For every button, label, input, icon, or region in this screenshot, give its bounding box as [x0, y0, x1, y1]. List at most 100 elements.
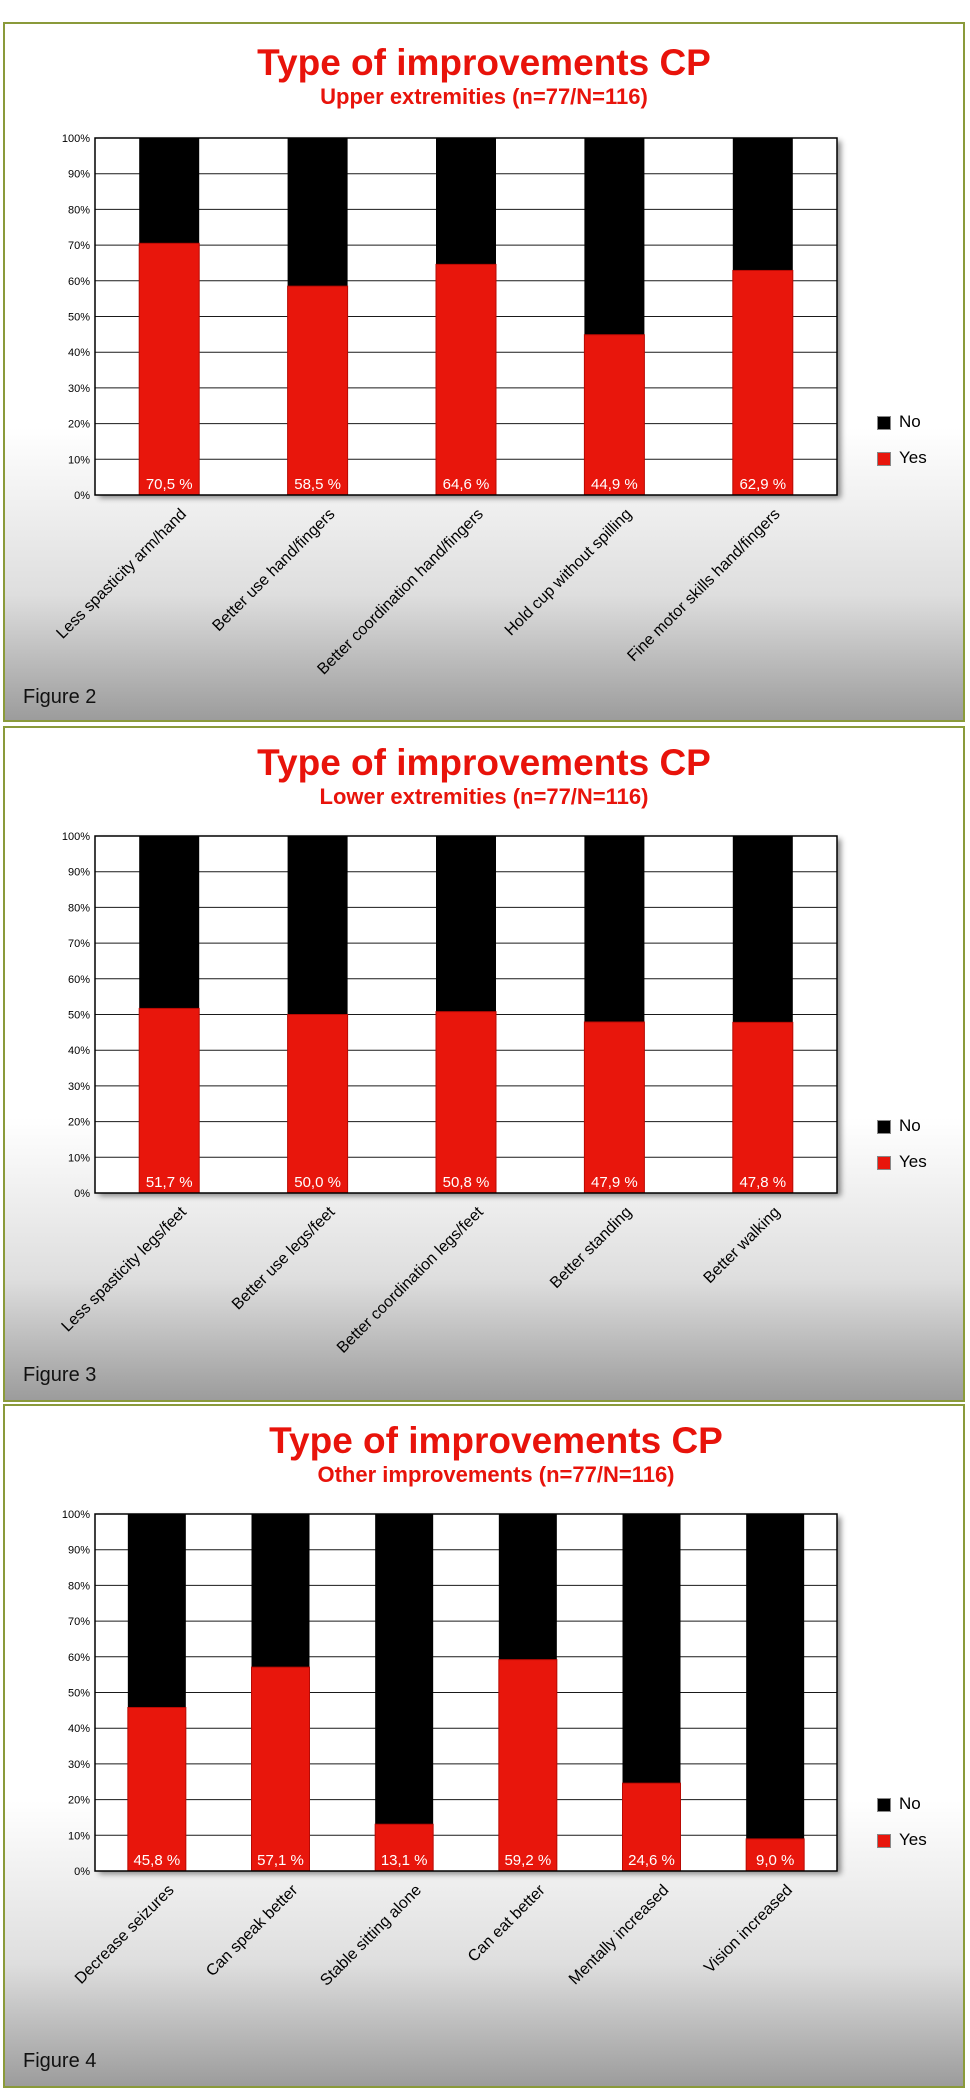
- chart-subtitle: Lower extremities (n=77/N=116): [319, 784, 649, 809]
- legend-swatch-yes: [877, 1834, 891, 1848]
- y-tick-label: 40%: [68, 347, 90, 359]
- bar-no: [622, 1514, 681, 1784]
- figure-label: Figure 4: [23, 2050, 97, 2072]
- chart-subtitle: Upper extremities (n=77/N=116): [320, 84, 648, 109]
- x-tick-label: Stable sitting alone: [317, 1882, 425, 1990]
- chart-panel-figure-3: Type of improvements CP Lower extremitie…: [3, 726, 965, 1402]
- bar-yes: [745, 1838, 805, 1872]
- bar-yes: [583, 334, 645, 496]
- data-label: 45,8 %: [133, 1852, 180, 1869]
- y-tick-label: 40%: [68, 1045, 90, 1057]
- bar-no: [498, 1514, 557, 1660]
- y-tick-label: 80%: [68, 902, 90, 914]
- x-tick-label: Better use legs/feet: [229, 1203, 339, 1313]
- legend-label-no: No: [899, 1794, 921, 1813]
- legend-swatch-no: [877, 416, 891, 430]
- x-tick-label: Mentally increased: [566, 1882, 672, 1988]
- data-label: 24,6 %: [628, 1852, 675, 1869]
- y-tick-label: 80%: [68, 1580, 90, 1592]
- chart-panel-figure-4: Type of improvements CP Other improvemen…: [3, 1404, 965, 2088]
- bar-no: [287, 138, 348, 287]
- bar-yes: [498, 1659, 558, 1872]
- y-tick-label: 30%: [68, 1081, 90, 1093]
- y-tick-label: 40%: [68, 1723, 90, 1735]
- legend-label-yes: Yes: [899, 1830, 927, 1849]
- bar-no: [584, 836, 645, 1022]
- bar-yes: [287, 1014, 349, 1194]
- x-tick-label: Fine motor skills hand/fingers: [624, 506, 783, 665]
- y-tick-label: 50%: [68, 1688, 90, 1700]
- y-tick-label: 20%: [68, 1795, 90, 1807]
- chart-title: Type of improvements CP: [257, 742, 711, 783]
- y-tick-label: 90%: [68, 1545, 90, 1557]
- bar-no: [746, 1514, 805, 1839]
- bar-no: [584, 138, 645, 335]
- bar-yes: [622, 1782, 681, 1872]
- bar-yes: [374, 1823, 434, 1872]
- y-tick-label: 100%: [62, 1509, 90, 1521]
- figure-label: Figure 3: [23, 1364, 97, 1386]
- x-tick-label: Less spasticity legs/feet: [59, 1203, 191, 1335]
- y-tick-label: 100%: [62, 133, 90, 145]
- bar-yes: [435, 1011, 497, 1194]
- x-tick-label: Can eat better: [465, 1881, 549, 1965]
- x-tick-label: Vision increased: [701, 1882, 796, 1977]
- y-tick-label: 90%: [68, 169, 90, 181]
- data-label: 64,6 %: [443, 476, 490, 493]
- legend-item-no: No: [877, 412, 957, 434]
- bar-no: [732, 836, 793, 1023]
- chart-subtitle: Other improvements (n=77/N=116): [317, 1462, 675, 1487]
- legend-swatch-no: [877, 1798, 891, 1812]
- plot-frame: [94, 835, 838, 1194]
- y-tick-label: 60%: [68, 1652, 90, 1664]
- x-tick-label: Decrease seizures: [72, 1882, 178, 1988]
- data-label: 47,9 %: [591, 1174, 638, 1191]
- x-tick-label: Better coordination legs/feet: [334, 1203, 487, 1356]
- bar-no: [375, 1514, 434, 1825]
- bar-yes: [138, 242, 200, 496]
- data-label: 50,0 %: [294, 1174, 341, 1191]
- plot-frame: [94, 1513, 838, 1872]
- y-tick-label: 70%: [68, 1616, 90, 1628]
- bar-yes: [732, 1021, 794, 1194]
- y-tick-label: 20%: [68, 1117, 90, 1129]
- y-tick-label: 80%: [68, 204, 90, 216]
- legend-swatch-yes: [877, 452, 891, 466]
- legend-label-no: No: [899, 412, 921, 431]
- y-tick-label: 50%: [68, 1010, 90, 1022]
- x-tick-label: Less spasticity arm/hand: [54, 506, 191, 643]
- legend-label-yes: Yes: [899, 1152, 927, 1171]
- y-tick-label: 0%: [74, 1866, 90, 1878]
- bar-yes: [732, 269, 794, 496]
- bar-no: [251, 1514, 310, 1668]
- x-tick-label: Can speak better: [203, 1881, 302, 1980]
- x-tick-label: Better walking: [701, 1204, 784, 1287]
- legend-item-yes: Yes: [877, 448, 957, 470]
- bar-no: [732, 138, 793, 271]
- bar-no: [139, 138, 200, 244]
- x-tick-label: Better coordination hand/fingers: [314, 506, 486, 678]
- data-label: 9,0 %: [756, 1852, 794, 1869]
- bar-chart-upper-extremities: 0% 10% 20% 30% 40% 50% 60% 70% 80% 90% 100% 70,5 % L…: [54, 133, 838, 678]
- chart-title: Type of improvements CP: [257, 42, 711, 83]
- bar-no: [287, 836, 348, 1015]
- bar-no: [436, 836, 496, 1012]
- y-tick-label: 0%: [74, 490, 90, 502]
- bar-no: [127, 1514, 186, 1708]
- data-label: 50,8 %: [443, 1174, 490, 1191]
- x-tick-label: Better use hand/fingers: [209, 506, 338, 635]
- legend-item-yes: Yes: [877, 1152, 957, 1174]
- y-tick-label: 20%: [68, 419, 90, 431]
- data-label: 13,1 %: [381, 1852, 428, 1869]
- y-tick-label: 10%: [68, 1830, 90, 1842]
- x-tick-label: Better standing: [547, 1204, 635, 1292]
- x-tick-label: Hold cup without spilling: [502, 506, 635, 639]
- y-tick-label: 60%: [68, 276, 90, 288]
- data-label: 57,1 %: [257, 1852, 304, 1869]
- data-label: 59,2 %: [504, 1852, 551, 1869]
- y-tick-label: 10%: [68, 454, 90, 466]
- y-tick-label: 50%: [68, 312, 90, 324]
- bar-yes: [127, 1706, 187, 1872]
- y-tick-label: 70%: [68, 938, 90, 950]
- bar-no: [436, 138, 496, 265]
